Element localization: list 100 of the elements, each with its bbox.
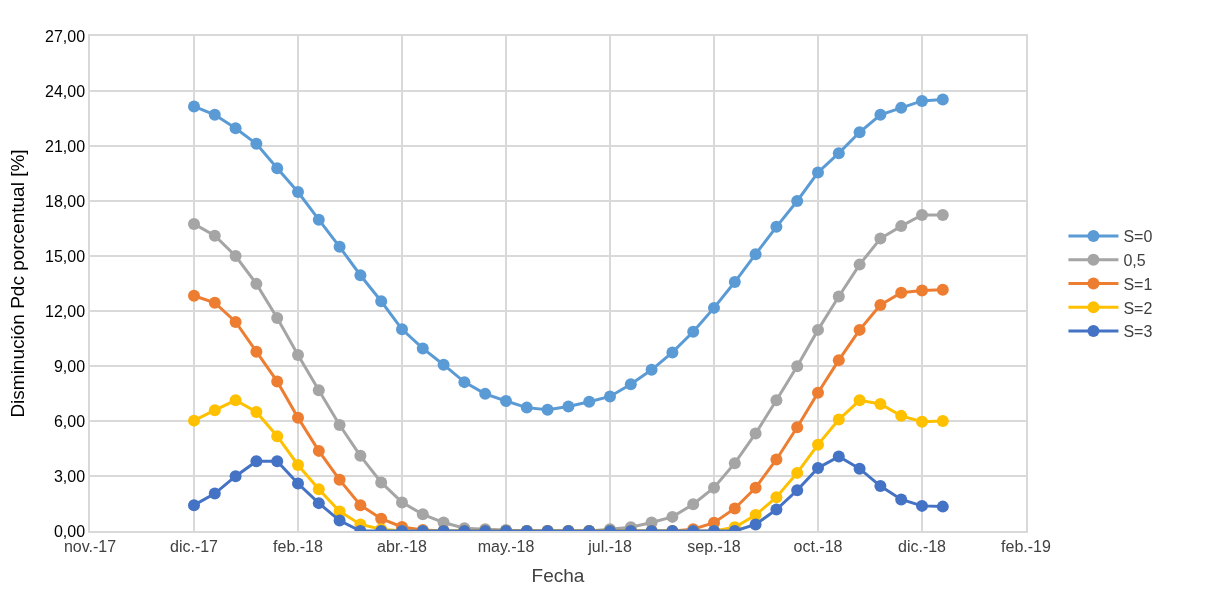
x-tick-label: may.-18	[477, 537, 535, 555]
point	[687, 498, 700, 511]
y-tick-label: 27,00	[45, 27, 86, 45]
point	[271, 455, 284, 468]
point	[770, 453, 783, 466]
point	[832, 413, 845, 426]
point	[188, 499, 200, 512]
point	[916, 284, 928, 297]
point	[874, 108, 887, 121]
point	[333, 473, 346, 486]
point	[812, 438, 824, 451]
point	[250, 406, 263, 419]
point	[874, 397, 887, 410]
point	[458, 376, 471, 389]
point	[916, 415, 928, 428]
point	[312, 444, 325, 457]
point	[416, 508, 429, 521]
point	[604, 390, 616, 403]
point	[791, 195, 804, 207]
legend-label: 0,5	[1123, 251, 1146, 269]
point	[853, 258, 866, 271]
point	[853, 323, 866, 336]
x-tick-label: sep.-18	[687, 537, 741, 555]
point	[832, 147, 845, 160]
point	[791, 484, 804, 497]
point	[188, 289, 200, 302]
y-tick-label: 21,00	[45, 137, 86, 155]
point	[853, 462, 866, 475]
point	[895, 220, 908, 233]
point	[333, 419, 346, 432]
point	[853, 126, 866, 139]
point	[396, 323, 408, 336]
point	[208, 108, 221, 121]
point	[292, 186, 304, 199]
point	[791, 421, 804, 434]
point	[188, 217, 200, 230]
point	[895, 101, 908, 114]
point	[250, 277, 263, 290]
point	[812, 461, 824, 474]
point	[687, 325, 700, 338]
point	[936, 500, 949, 513]
x-tick-label: oct.-18	[793, 537, 843, 555]
point	[812, 323, 824, 336]
point	[770, 503, 783, 516]
point	[666, 510, 679, 523]
point	[770, 220, 783, 233]
point	[312, 384, 325, 397]
point	[936, 415, 949, 427]
point	[292, 477, 304, 490]
point	[708, 301, 720, 314]
point	[749, 518, 762, 531]
y-tick-label: 18,00	[45, 192, 86, 210]
x-tick-label: feb.-18	[273, 537, 324, 555]
y-tick-label: 24,00	[45, 82, 86, 100]
point	[874, 298, 887, 311]
point	[562, 400, 575, 413]
point	[936, 93, 949, 106]
point	[791, 466, 804, 479]
point	[874, 480, 887, 493]
point	[666, 346, 679, 359]
y-tick-label: 15,00	[45, 247, 86, 265]
point	[271, 375, 284, 388]
point	[749, 248, 762, 261]
point	[728, 502, 741, 515]
point	[271, 430, 284, 443]
point	[292, 349, 304, 361]
point	[749, 481, 762, 494]
point	[916, 94, 928, 107]
point	[770, 394, 783, 407]
y-axis-title: Disminución Pdc porcentual [%]	[7, 149, 29, 418]
point	[208, 487, 221, 500]
point	[853, 394, 866, 407]
legend-label: S=1	[1123, 275, 1153, 293]
point	[250, 345, 263, 358]
x-tick-label: dic.-18	[897, 537, 947, 555]
point	[312, 213, 325, 226]
point	[292, 459, 304, 471]
point	[936, 283, 949, 296]
point	[895, 493, 908, 506]
point	[333, 240, 346, 253]
point	[437, 358, 450, 371]
point	[479, 387, 492, 400]
point	[895, 409, 908, 422]
point	[874, 232, 887, 245]
point	[229, 316, 242, 328]
point	[188, 414, 200, 427]
x-tick-label: feb.-19	[1001, 537, 1052, 555]
point	[271, 311, 284, 324]
point	[312, 497, 325, 510]
y-tick-label: 0,00	[53, 522, 86, 540]
point	[354, 269, 367, 282]
point	[832, 450, 845, 463]
point	[624, 378, 637, 391]
legend-label: S=3	[1123, 323, 1153, 341]
point	[936, 208, 949, 221]
point	[812, 386, 824, 399]
point	[645, 363, 658, 376]
point	[812, 166, 824, 179]
point	[728, 276, 741, 289]
point	[354, 449, 367, 462]
